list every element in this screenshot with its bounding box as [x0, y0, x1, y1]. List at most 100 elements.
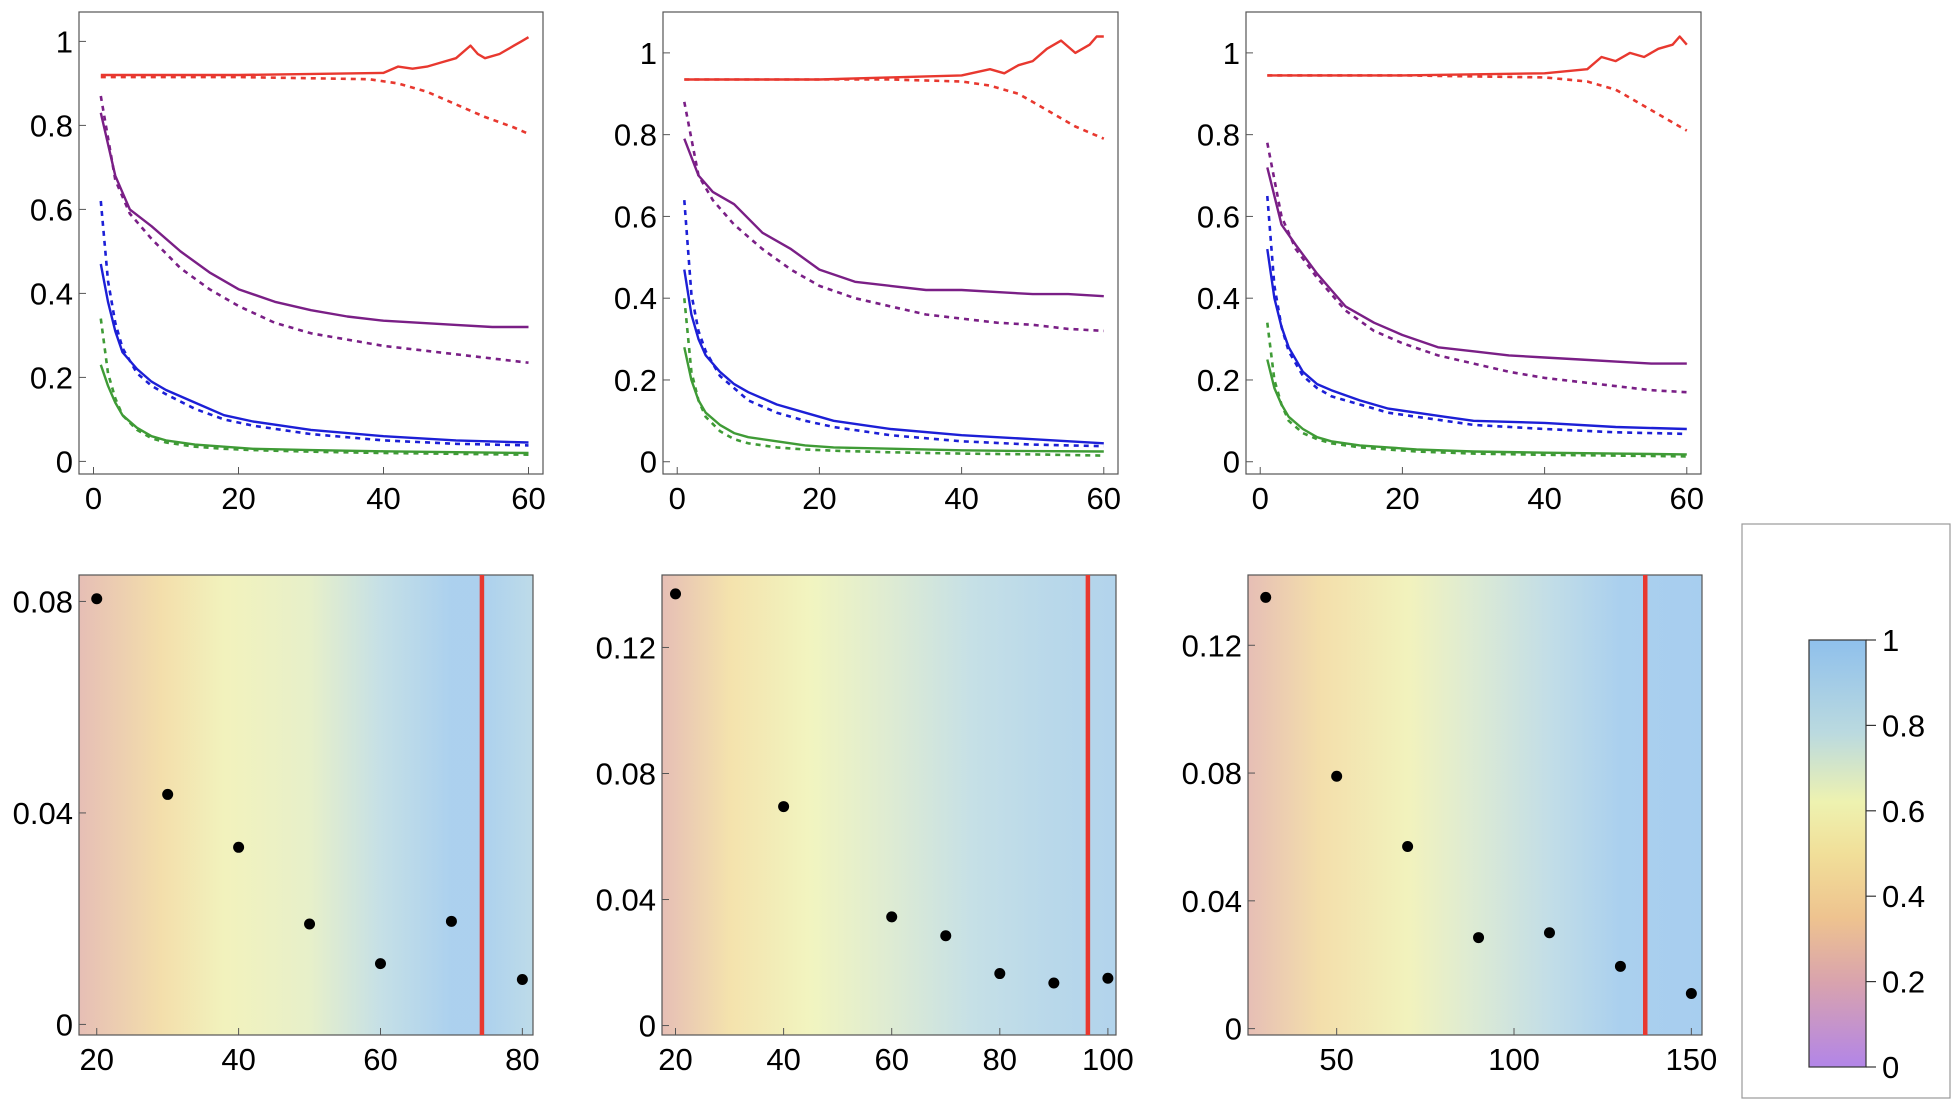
series-line-green-dashed — [683, 298, 1104, 457]
y-tick-label: 0.12 — [596, 630, 656, 665]
data-point — [1614, 960, 1626, 972]
x-tick-label: 20 — [221, 481, 255, 516]
colorbar-tick-label: 0 — [1882, 1050, 1899, 1085]
panel-bottom-middle: 20 40 60 80 100 0 0.04 0.08 0.12 — [596, 574, 1134, 1077]
plot-frame — [78, 574, 534, 1036]
plot-frame — [662, 11, 1119, 475]
y-tick-label: 0 — [56, 1007, 73, 1042]
x-tick-label: 0 — [85, 481, 102, 516]
y-tick-label: 0.08 — [596, 756, 656, 791]
x-tick-label: 60 — [1670, 481, 1704, 516]
x-tick-label: 40 — [221, 1042, 255, 1077]
plot-background — [662, 575, 1116, 1035]
series-line-red-solid — [1267, 35, 1688, 77]
series-line-purple-solid — [683, 138, 1104, 298]
data-point — [670, 588, 682, 600]
x-tick-label: 40 — [766, 1042, 800, 1077]
x-tick-label: 40 — [366, 481, 400, 516]
series-line-blue-solid — [1266, 248, 1687, 431]
colorbar-bar — [1808, 639, 1867, 1068]
y-tick-label: 0.6 — [614, 199, 657, 234]
x-tick-label: 60 — [1087, 481, 1121, 516]
y-tick-label: 0.8 — [30, 108, 73, 143]
y-tick-label: 0.6 — [1197, 199, 1240, 234]
series-line-red-dashed — [1267, 74, 1688, 132]
x-tick-label: 0 — [669, 481, 686, 516]
x-tick-label: 60 — [363, 1042, 397, 1077]
x-tick-label: 20 — [802, 481, 836, 516]
series-line-blue-dashed — [99, 200, 529, 447]
series-line-blue-solid — [683, 269, 1104, 445]
data-point — [1260, 591, 1272, 603]
colorbar-tick-label: 0.6 — [1882, 794, 1925, 829]
y-tick-label: 0.4 — [1197, 281, 1240, 316]
y-tick-label: 0 — [1223, 445, 1240, 480]
y-tick-label: 0.8 — [614, 118, 657, 153]
y-tick-label: 0.8 — [1197, 118, 1240, 153]
data-point — [940, 930, 952, 942]
data-point — [1402, 841, 1414, 853]
series-line-blue-dashed — [1266, 195, 1687, 436]
colorbar-tick-label: 0.8 — [1882, 708, 1925, 743]
y-tick-label: 1 — [56, 24, 73, 59]
y-tick-label: 0 — [1225, 1012, 1242, 1047]
y-tick-label: 0.2 — [1197, 363, 1240, 398]
series-line-green-dashed — [1266, 322, 1687, 458]
series-line-red-solid — [100, 36, 530, 77]
panel-bottom-left: 20 40 60 80 0 0.04 0.08 — [13, 574, 540, 1077]
plot-background — [79, 575, 533, 1035]
y-tick-label: 0.12 — [1182, 628, 1242, 663]
y-tick-label: 0.04 — [13, 796, 73, 831]
x-tick-label: 80 — [505, 1042, 539, 1077]
series-line-red-solid — [684, 35, 1104, 81]
y-tick-label: 0.04 — [1182, 884, 1242, 919]
data-point — [886, 911, 898, 923]
x-tick-label: 20 — [79, 1042, 113, 1077]
x-tick-label: 40 — [1527, 481, 1561, 516]
x-tick-label: 100 — [1488, 1042, 1540, 1077]
y-tick-label: 0 — [639, 1009, 656, 1044]
series-line-purple-dashed — [1266, 142, 1687, 394]
colorbar-tick-label: 0.4 — [1882, 879, 1925, 914]
data-point — [1543, 927, 1555, 939]
plot-frame — [1247, 574, 1703, 1036]
series-line-green-solid — [1266, 359, 1687, 456]
x-tick-label: 80 — [983, 1042, 1017, 1077]
x-tick-label: 50 — [1319, 1042, 1353, 1077]
series-line-blue-dashed — [683, 200, 1104, 448]
colorbar-tick-label: 1 — [1882, 623, 1899, 658]
y-tick-label: 0.08 — [1182, 756, 1242, 791]
series-line-green-dashed — [99, 318, 529, 456]
panel-top-left: 0 20 40 60 0 0.2 0.4 0.6 0.8 1 — [30, 11, 546, 516]
x-tick-label: 40 — [944, 481, 978, 516]
y-tick-label: 0.6 — [30, 192, 73, 227]
data-point — [162, 788, 174, 800]
series-line-purple-dashed — [99, 95, 529, 364]
panel-bottom-right: 50 100 150 0 0.04 0.08 0.12 — [1182, 574, 1717, 1077]
plot-frame — [78, 11, 544, 475]
data-point — [374, 958, 386, 970]
y-tick-label: 0.2 — [614, 363, 657, 398]
x-tick-label: 100 — [1082, 1042, 1134, 1077]
colorbar-tick-label: 0.2 — [1882, 965, 1925, 1000]
x-tick-label: 60 — [874, 1042, 908, 1077]
data-point — [91, 593, 103, 605]
y-tick-label: 0.4 — [30, 276, 73, 311]
series-line-purple-solid — [99, 112, 529, 329]
data-point — [1048, 977, 1060, 989]
plot-frame — [1245, 11, 1702, 475]
plot-background — [1248, 575, 1702, 1035]
plot-frame — [661, 574, 1117, 1036]
series-line-blue-solid — [99, 263, 529, 444]
data-point — [304, 918, 316, 930]
series-line-green-solid — [683, 347, 1104, 453]
data-point — [233, 841, 245, 853]
series-line-green-solid — [99, 364, 529, 455]
data-point — [445, 915, 457, 927]
y-tick-label: 0 — [56, 444, 73, 479]
series-line-red-dashed — [684, 78, 1105, 140]
panel-top-middle: 0 20 40 60 0 0.2 0.4 0.6 0.8 1 — [614, 11, 1121, 516]
x-tick-label: 60 — [511, 481, 545, 516]
data-point — [1473, 932, 1485, 944]
